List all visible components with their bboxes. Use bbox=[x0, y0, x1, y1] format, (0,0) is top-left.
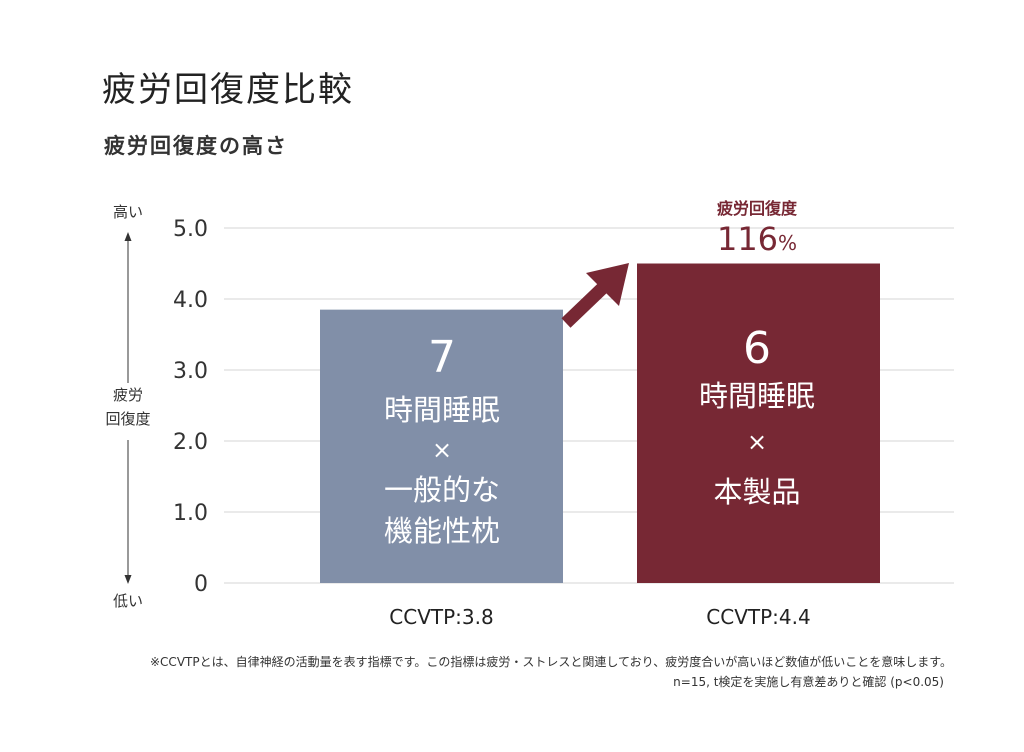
axis-low-label: 低い bbox=[113, 592, 143, 610]
highlight-unit: % bbox=[778, 231, 797, 255]
bar1-line-1: 時間睡眠 bbox=[384, 393, 500, 427]
bar1-line-2: × bbox=[432, 436, 452, 464]
x-category-labels: CCVTP:3.8 CCVTP:4.4 bbox=[389, 605, 810, 629]
chart-subtitle: 疲労回復度の高さ bbox=[104, 134, 288, 158]
y-tick-label: 5.0 bbox=[173, 217, 208, 242]
bar-product bbox=[637, 263, 880, 583]
bar1-number: 7 bbox=[428, 332, 456, 383]
axis-high-label: 高い bbox=[113, 203, 143, 221]
footnote-statistics: n=15, t検定を実施し有意差ありと確認 (p<0.05) bbox=[673, 675, 944, 689]
y-tick-label: 1.0 bbox=[173, 501, 208, 526]
bar2-line-3: 本製品 bbox=[713, 475, 800, 509]
bar2-number: 6 bbox=[743, 323, 771, 374]
y-tick-labels: 0 1.0 2.0 3.0 4.0 5.0 bbox=[173, 217, 208, 597]
x-category-label: CCVTP:4.4 bbox=[706, 605, 810, 629]
bar1-line-4: 機能性枕 bbox=[384, 514, 500, 548]
chart-title: 疲労回復度比較 bbox=[102, 70, 354, 110]
y-tick-label: 4.0 bbox=[173, 288, 208, 313]
bar-general-pillow bbox=[320, 309, 563, 583]
y-tick-label: 0 bbox=[194, 572, 208, 597]
highlight-value: 116 bbox=[717, 220, 778, 258]
bar2-line-1: 時間睡眠 bbox=[699, 379, 815, 413]
y-tick-label: 3.0 bbox=[173, 359, 208, 384]
x-category-label: CCVTP:3.8 bbox=[389, 605, 493, 629]
bar2-line-2: × bbox=[747, 428, 767, 456]
highlight-value-group: 116% bbox=[717, 220, 797, 258]
axis-name-line-1: 疲労 bbox=[113, 386, 143, 404]
highlight-label: 疲労回復度 bbox=[717, 199, 798, 218]
axis-name-line-2: 回復度 bbox=[105, 410, 150, 428]
arrow-down-icon bbox=[124, 575, 132, 584]
bar1-line-3: 一般的な bbox=[384, 473, 500, 507]
footnote-definition: ※CCVTPとは、自律神経の活動量を表す指標です。この指標は疲労・ストレスと関連… bbox=[150, 655, 952, 669]
arrow-up-icon bbox=[124, 232, 132, 241]
arrow-up-right-icon bbox=[586, 263, 629, 306]
y-tick-label: 2.0 bbox=[173, 430, 208, 455]
